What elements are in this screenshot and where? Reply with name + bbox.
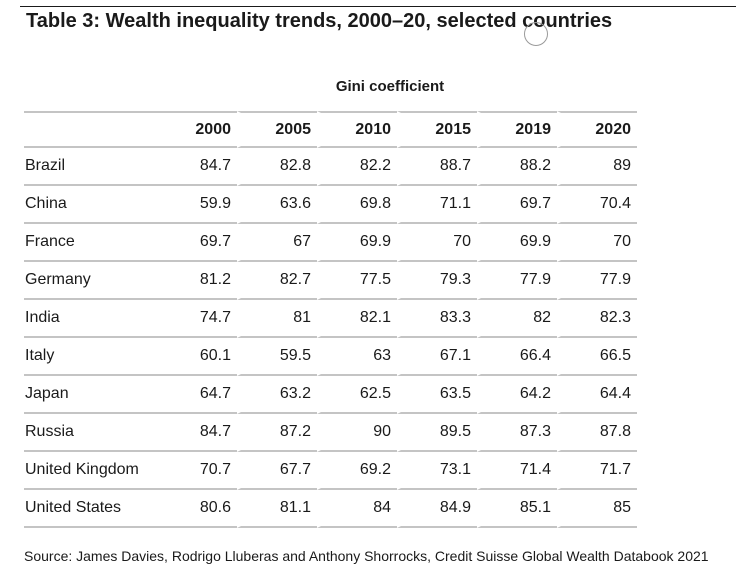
value-cell: 73.1 [397,452,477,490]
value-cell: 67 [237,224,317,262]
value-cell: 63.5 [397,376,477,414]
value-cell: 59.9 [161,186,237,224]
country-cell: Russia [24,414,161,452]
value-cell: 87.2 [237,414,317,452]
year-header: 2010 [317,111,397,148]
value-cell: 81.2 [161,262,237,300]
country-header [24,111,161,148]
value-cell: 82.8 [237,148,317,186]
table-row: France 69.7 67 69.9 70 69.9 70 [24,224,637,262]
country-cell: United Kingdom [24,452,161,490]
table-row: Brazil 84.7 82.8 82.2 88.7 88.2 89 [24,148,637,186]
value-cell: 88.2 [477,148,557,186]
value-cell: 82 [477,300,557,338]
table-row: Germany 81.2 82.7 77.5 79.3 77.9 77.9 [24,262,637,300]
value-cell: 62.5 [317,376,397,414]
top-rule [20,6,736,7]
table-row: Japan 64.7 63.2 62.5 63.5 64.2 64.4 [24,376,637,414]
value-cell: 66.4 [477,338,557,376]
value-cell: 70 [397,224,477,262]
value-cell: 69.7 [477,186,557,224]
country-cell: Germany [24,262,161,300]
value-cell: 87.3 [477,414,557,452]
value-cell: 59.5 [237,338,317,376]
value-cell: 77.5 [317,262,397,300]
value-cell: 63.2 [237,376,317,414]
value-cell: 70 [557,224,637,262]
value-cell: 71.7 [557,452,637,490]
value-cell: 82.2 [317,148,397,186]
value-cell: 82.3 [557,300,637,338]
page-title: Table 3: Wealth inequality trends, 2000–… [26,10,613,32]
table-row: Russia 84.7 87.2 90 89.5 87.3 87.8 [24,414,637,452]
value-cell: 89 [557,148,637,186]
country-cell: United States [24,490,161,528]
country-cell: Brazil [24,148,161,186]
country-cell: France [24,224,161,262]
value-cell: 69.8 [317,186,397,224]
year-header: 2020 [557,111,637,148]
value-cell: 88.7 [397,148,477,186]
table-row: China 59.9 63.6 69.8 71.1 69.7 70.4 [24,186,637,224]
value-cell: 69.9 [477,224,557,262]
year-header: 2005 [237,111,317,148]
country-cell: India [24,300,161,338]
value-cell: 84.9 [397,490,477,528]
table-row: United Kingdom 70.7 67.7 69.2 73.1 71.4 71.7 [24,452,637,490]
value-cell: 90 [317,414,397,452]
value-cell: 64.4 [557,376,637,414]
country-cell: Japan [24,376,161,414]
value-cell: 83.3 [397,300,477,338]
value-cell: 80.6 [161,490,237,528]
table-row: India 74.7 81 82.1 83.3 82 82.3 [24,300,637,338]
year-header: 2015 [397,111,477,148]
year-header: 2000 [161,111,237,148]
value-cell: 74.7 [161,300,237,338]
table-row: Italy 60.1 59.5 63 67.1 66.4 66.5 [24,338,637,376]
value-cell: 81 [237,300,317,338]
country-cell: Italy [24,338,161,376]
value-cell: 85 [557,490,637,528]
header-row: 2000 2005 2010 2015 2019 2020 [24,111,637,148]
gini-coefficient-header: Gini coefficient [335,78,445,95]
value-cell: 69.9 [317,224,397,262]
value-cell: 84.7 [161,414,237,452]
value-cell: 69.2 [317,452,397,490]
value-cell: 64.2 [477,376,557,414]
value-cell: 69.7 [161,224,237,262]
value-cell: 70.4 [557,186,637,224]
value-cell: 89.5 [397,414,477,452]
value-cell: 63 [317,338,397,376]
value-cell: 71.4 [477,452,557,490]
value-cell: 64.7 [161,376,237,414]
value-cell: 84 [317,490,397,528]
value-cell: 60.1 [161,338,237,376]
table-row: United States 80.6 81.1 84 84.9 85.1 85 [24,490,637,528]
cursor-ring-icon [524,22,548,46]
country-cell: China [24,186,161,224]
value-cell: 63.6 [237,186,317,224]
value-cell: 77.9 [477,262,557,300]
year-header: 2019 [477,111,557,148]
value-cell: 66.5 [557,338,637,376]
gini-table: 2000 2005 2010 2015 2019 2020 Brazil 84.7… [24,111,637,528]
value-cell: 71.1 [397,186,477,224]
value-cell: 79.3 [397,262,477,300]
value-cell: 81.1 [237,490,317,528]
source-note: Source: James Davies, Rodrigo Lluberas a… [24,548,709,564]
value-cell: 77.9 [557,262,637,300]
value-cell: 70.7 [161,452,237,490]
value-cell: 67.7 [237,452,317,490]
value-cell: 87.8 [557,414,637,452]
value-cell: 82.1 [317,300,397,338]
value-cell: 82.7 [237,262,317,300]
value-cell: 67.1 [397,338,477,376]
value-cell: 84.7 [161,148,237,186]
table-body: Brazil 84.7 82.8 82.2 88.7 88.2 89 China 59.9 63.… [24,148,637,528]
value-cell: 85.1 [477,490,557,528]
